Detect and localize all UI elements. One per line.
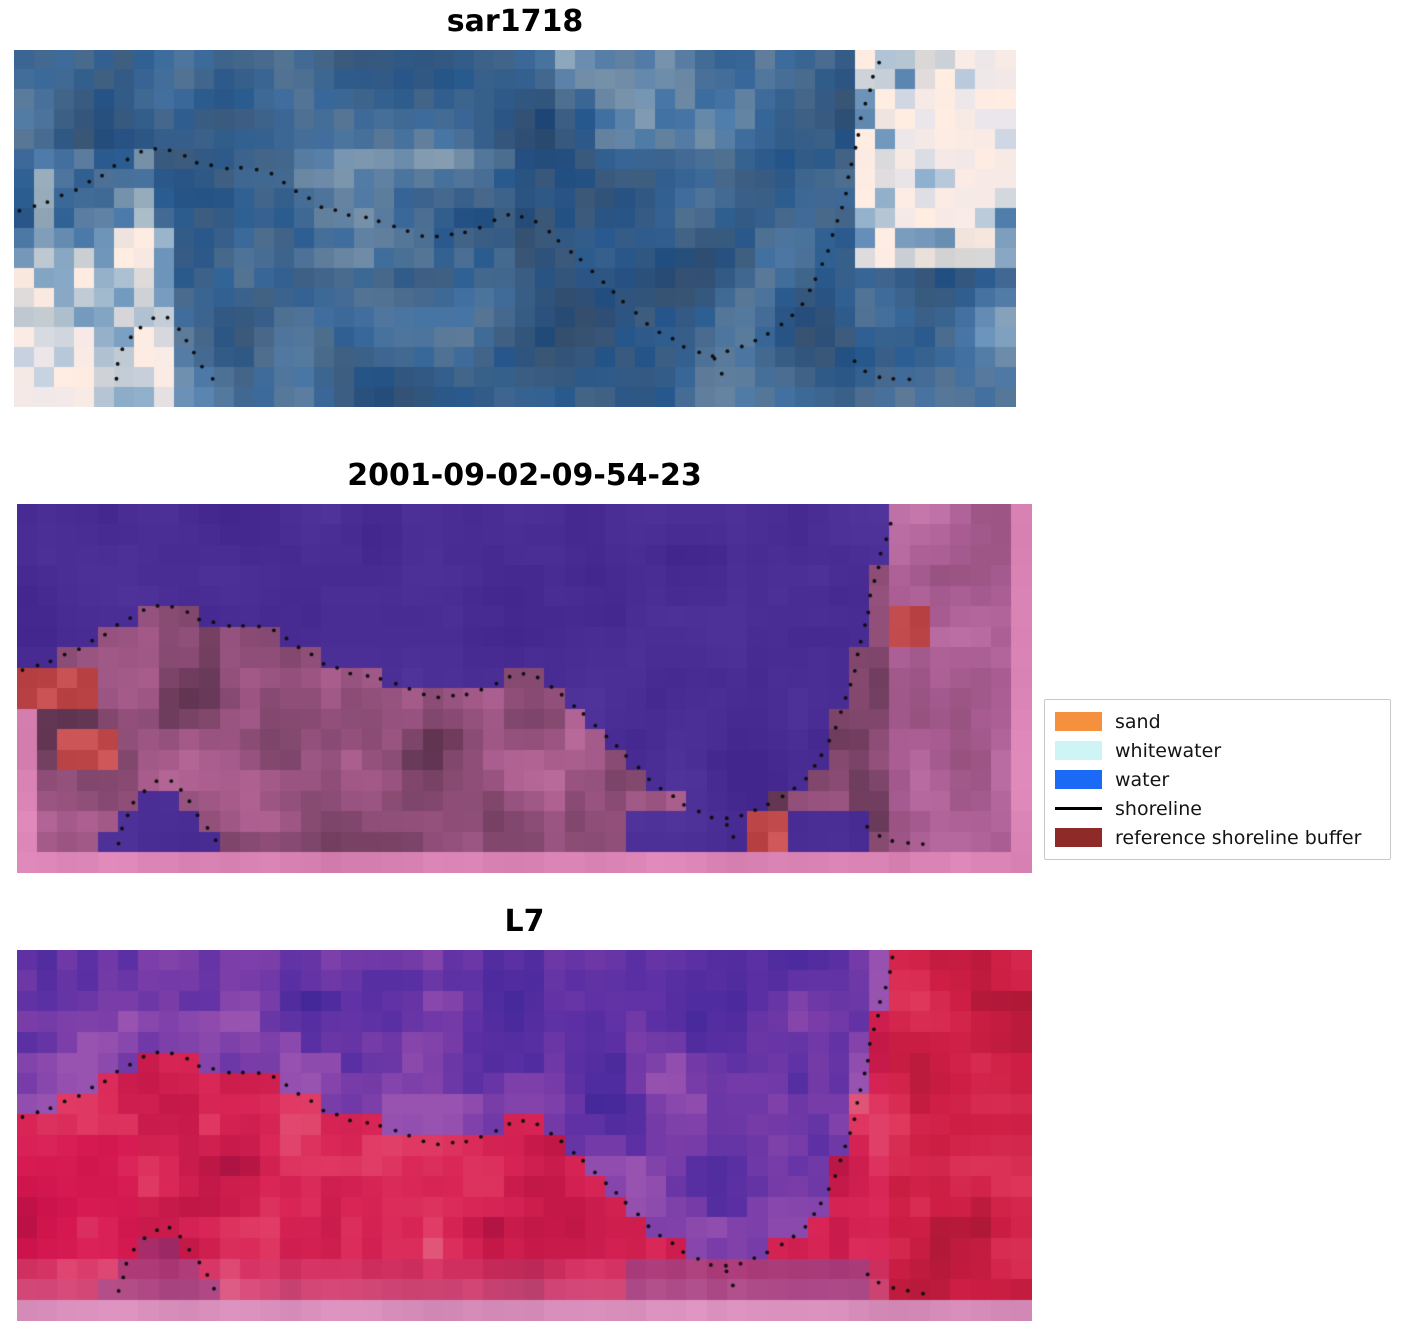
shoreline-line-icon (1055, 807, 1102, 810)
l7-satellite-image (17, 950, 1032, 1321)
legend-label-sand: sand (1115, 710, 1161, 733)
sand-swatch-icon (1055, 712, 1102, 731)
legend-label-whitewater: whitewater (1115, 739, 1222, 762)
legend-row-sand: sand (1055, 707, 1380, 736)
panel-sar1718-title: sar1718 (446, 4, 584, 39)
panel-l7-title: L7 (504, 904, 545, 939)
legend: sand whitewater water shoreline referenc… (1044, 699, 1391, 860)
reference-buffer-swatch-icon (1055, 828, 1102, 847)
panel-classified: 2001-09-02-09-54-23 (17, 458, 1032, 873)
legend-row-whitewater: whitewater (1055, 736, 1380, 765)
classified-image (17, 504, 1032, 873)
panel-sar1718: sar1718 (14, 4, 1016, 407)
legend-label-reference-buffer: reference shoreline buffer (1115, 826, 1362, 849)
legend-label-water: water (1115, 768, 1170, 791)
sar1718-satellite-image (14, 50, 1016, 407)
panel-l7: L7 (17, 904, 1032, 1321)
water-swatch-icon (1055, 770, 1102, 789)
legend-row-reference-buffer: reference shoreline buffer (1055, 823, 1380, 852)
legend-label-shoreline: shoreline (1115, 797, 1202, 820)
panel-classified-title: 2001-09-02-09-54-23 (347, 458, 702, 493)
legend-row-water: water (1055, 765, 1380, 794)
legend-row-shoreline: shoreline (1055, 794, 1380, 823)
whitewater-swatch-icon (1055, 741, 1102, 760)
